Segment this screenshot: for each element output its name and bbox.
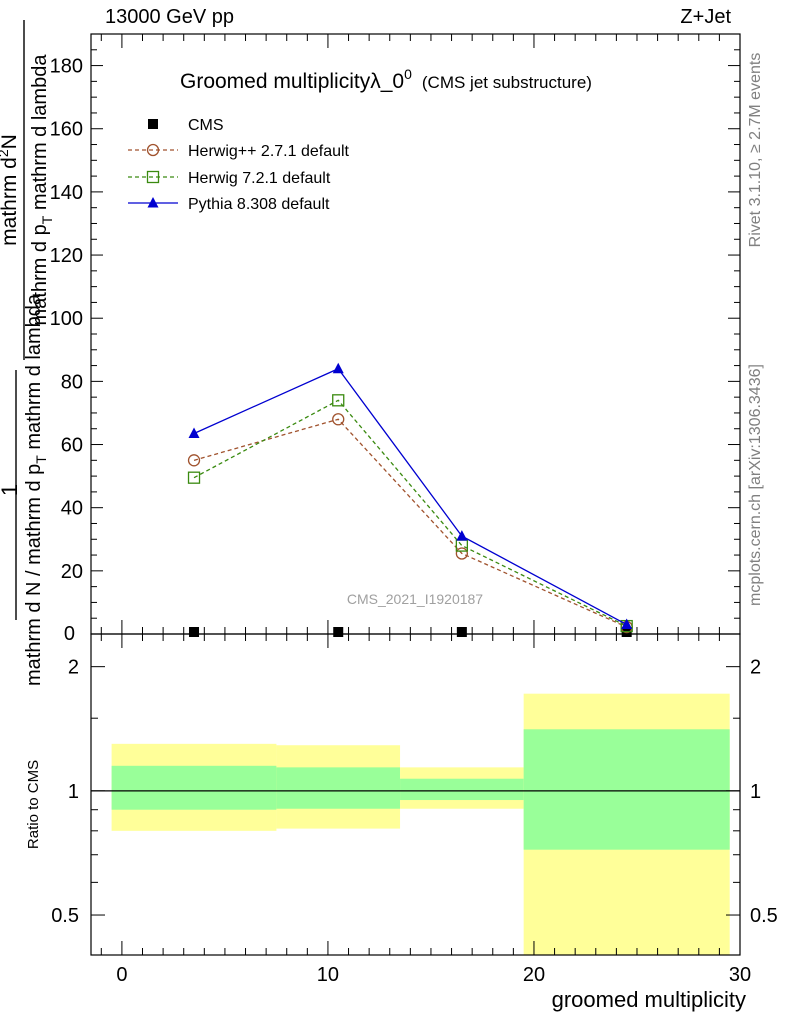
main-title-text: Groomed multiplicityλ_0 bbox=[180, 70, 404, 93]
data-point-herwig-2-7-1-default bbox=[187, 454, 201, 467]
process-label: Z+Jet bbox=[680, 6, 731, 28]
series-line-herwig-2-7-1-default bbox=[193, 418, 627, 628]
ratio-y-tick-label: 2 bbox=[68, 657, 79, 679]
ratio-band-inner bbox=[276, 767, 401, 809]
ratio-x-tick-label: 20 bbox=[523, 964, 545, 986]
ratio-y-tick-label-right: 2 bbox=[750, 657, 761, 679]
y-label-denominator-part: T bbox=[33, 455, 49, 464]
main-y-tick-label: 120 bbox=[50, 245, 83, 267]
legend-marker-herwig-7-2-1-default bbox=[146, 170, 160, 184]
legend-label-cms: CMS bbox=[188, 117, 224, 134]
ratio-x-tick-label: 10 bbox=[317, 964, 339, 986]
data-point-cms bbox=[333, 627, 344, 637]
data-point-herwig-2-7-1-default bbox=[455, 547, 469, 560]
ratio-band-inner bbox=[111, 765, 277, 810]
ratio-x-tick-label: 0 bbox=[116, 964, 127, 986]
main-title-subtitle: (CMS jet substructure) bbox=[422, 73, 592, 92]
data-point-pythia-8-308-default bbox=[621, 618, 633, 630]
data-point-cms bbox=[456, 627, 467, 637]
main-y-tick-label: 20 bbox=[61, 561, 83, 583]
main-y-tick-label: 80 bbox=[61, 371, 83, 393]
main-title-sup: 0 bbox=[404, 66, 412, 82]
data-point-herwig-7-2-1-default bbox=[332, 394, 345, 407]
y-label-inner-denominator-part: mathrm d p bbox=[29, 224, 51, 325]
rivet-version-label: Rivet 3.1.10, ≥ 2.7M events bbox=[747, 53, 764, 248]
mcplots-label: mcplots.cern.ch [arXiv:1306.3436] bbox=[747, 364, 764, 606]
data-point-herwig-2-7-1-default bbox=[332, 413, 345, 426]
y-label-numerator-part: N bbox=[0, 134, 21, 149]
ratio-y-tick-label: 1 bbox=[68, 781, 79, 803]
main-y-tick-label: 100 bbox=[50, 308, 83, 330]
y-label-inner-denominator-part: mathrm d lambda bbox=[29, 54, 51, 216]
y-label-denominator-part: mathrm d lambda bbox=[23, 293, 45, 455]
data-point-pythia-8-308-default bbox=[188, 427, 200, 438]
data-point-pythia-8-308-default bbox=[332, 362, 344, 374]
legend-label-herwig-7-2-1-default: Herwig 7.2.1 default bbox=[188, 170, 331, 187]
legend-label-herwig-2-7-1-default: Herwig++ 2.7.1 default bbox=[188, 143, 350, 160]
main-y-axis-label: 1mathrm d N / mathrm d pT mathrm d lambd… bbox=[0, 20, 55, 686]
ratio-band-inner bbox=[400, 778, 524, 801]
y-label-numerator-part: mathrm d bbox=[0, 157, 21, 246]
ratio-y-tick-label-right: 0.5 bbox=[750, 905, 778, 927]
ratio-band-inner bbox=[523, 729, 730, 850]
y-label-numerator: mathrm d2N bbox=[0, 134, 21, 246]
legend-marker-herwig-2-7-1-default bbox=[146, 143, 160, 157]
data-point-pythia-8-308-default bbox=[456, 530, 468, 541]
y-label-inner-denominator-part: T bbox=[39, 215, 55, 224]
legend-marker-pythia-8-308-default bbox=[147, 197, 159, 208]
y-label-numerator-part: 2 bbox=[0, 149, 11, 157]
y-label-inner-denominator: mathrm d pT mathrm d lambda bbox=[29, 54, 55, 326]
series-line-herwig-7-2-1-default bbox=[193, 399, 627, 627]
x-axis-label: groomed multiplicity bbox=[552, 987, 746, 1012]
main-y-tick-label: 60 bbox=[61, 435, 83, 457]
ratio-y-tick-label-right: 1 bbox=[750, 781, 761, 803]
main-title: Groomed multiplicityλ_00 (CMS jet substru… bbox=[180, 66, 592, 93]
main-y-tick-label: 40 bbox=[61, 498, 83, 520]
legend-marker-cms bbox=[148, 119, 158, 129]
y-label-denominator-part: mathrm d N / mathrm d p bbox=[23, 464, 45, 686]
series-line-pythia-8-308-default bbox=[193, 367, 627, 626]
main-y-tick-label: 160 bbox=[50, 119, 83, 141]
main-y-tick-label: 0 bbox=[64, 623, 75, 645]
energy-label: 13000 GeV pp bbox=[105, 6, 234, 28]
analysis-watermark: CMS_2021_I1920187 bbox=[347, 591, 483, 607]
ratio-y-tick-label: 0.5 bbox=[51, 905, 79, 927]
main-y-tick-label: 140 bbox=[50, 182, 83, 204]
legend-label-pythia-8-308-default: Pythia 8.308 default bbox=[188, 196, 330, 213]
ratio-plot-frame bbox=[90, 633, 741, 956]
y-label-prefix: 1 bbox=[0, 484, 22, 496]
ratio-x-tick-label: 30 bbox=[729, 964, 751, 986]
y-label-denominator: mathrm d N / mathrm d pT mathrm d lambda bbox=[23, 293, 49, 686]
data-point-herwig-7-2-1-default bbox=[187, 471, 201, 484]
data-point-cms bbox=[189, 627, 200, 637]
main-y-tick-label: 180 bbox=[50, 56, 83, 78]
ratio-y-axis-label: Ratio to CMS bbox=[25, 760, 42, 849]
